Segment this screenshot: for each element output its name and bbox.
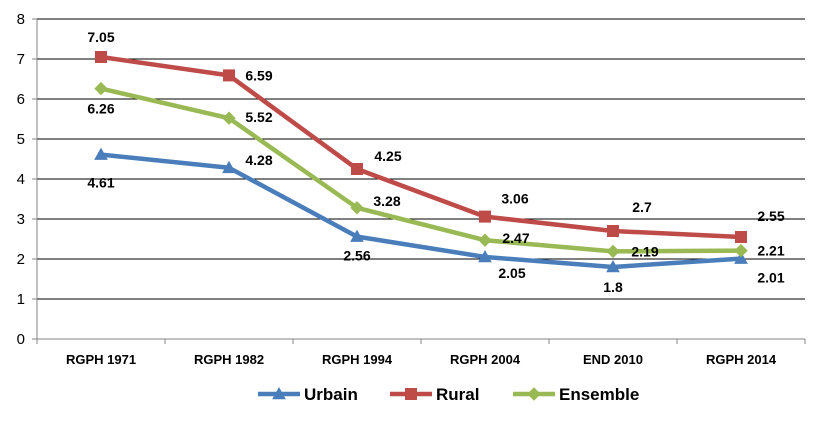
data-label-rural: 3.06 bbox=[501, 191, 528, 207]
data-point-urbain bbox=[478, 249, 492, 263]
data-label-urbain: 1.8 bbox=[603, 279, 623, 295]
y-tick-label: 3 bbox=[17, 211, 25, 228]
data-point-ensemble bbox=[606, 244, 620, 259]
data-label-rural: 7.05 bbox=[87, 29, 114, 45]
x-tick-label: END 2010 bbox=[583, 352, 643, 367]
x-tick-label: RGPH 1994 bbox=[322, 352, 393, 367]
data-label-urbain: 2.01 bbox=[757, 270, 784, 286]
y-tick-label: 7 bbox=[17, 51, 25, 68]
x-tick-label: RGPH 2014 bbox=[706, 352, 777, 367]
x-tick-label: RGPH 1982 bbox=[194, 352, 264, 367]
data-label-ensemble: 2.21 bbox=[757, 243, 784, 259]
y-tick-label: 0 bbox=[17, 331, 25, 348]
x-tick-label: RGPH 2004 bbox=[450, 352, 521, 367]
data-label-ensemble: 2.47 bbox=[502, 230, 529, 246]
data-label-rural: 2.55 bbox=[757, 208, 784, 224]
data-point-urbain bbox=[94, 147, 108, 160]
series-line-ensemble bbox=[98, 86, 744, 254]
data-point-ensemble bbox=[222, 111, 236, 125]
y-tick-label: 1 bbox=[17, 291, 25, 308]
gridlines bbox=[37, 18, 805, 300]
data-point-rural bbox=[479, 210, 491, 223]
data-label-urbain: 2.05 bbox=[498, 265, 525, 281]
data-point-ensemble bbox=[478, 233, 492, 247]
data-point-rural bbox=[95, 51, 107, 63]
x-tick-label: RGPH 1971 bbox=[66, 352, 136, 367]
y-tick-label: 6 bbox=[17, 91, 25, 108]
legend-marker-urbain bbox=[272, 386, 286, 400]
y-tick-label: 4 bbox=[17, 171, 25, 188]
series-markers bbox=[94, 51, 748, 273]
data-point-rural bbox=[351, 163, 363, 175]
y-tick-label: 5 bbox=[17, 131, 25, 148]
data-label-ensemble: 2.19 bbox=[631, 243, 658, 259]
data-labels: 4.61 4.28 2.56 2.05 1.8 2.01 7.05 6.59 4.25 3.06 2… bbox=[87, 29, 784, 295]
legend-label-ensemble: Ensemble bbox=[559, 385, 639, 404]
data-point-rural bbox=[735, 231, 747, 243]
data-point-rural bbox=[223, 69, 235, 82]
data-label-rural: 4.25 bbox=[374, 148, 401, 164]
data-label-ensemble: 6.26 bbox=[87, 101, 114, 117]
y-tick-label: 8 bbox=[17, 11, 25, 28]
data-point-ensemble bbox=[94, 81, 108, 96]
legend-label-urbain: Urbain bbox=[304, 385, 358, 404]
series-lines bbox=[98, 54, 744, 270]
data-point-urbain bbox=[350, 229, 364, 242]
data-point-urbain bbox=[606, 259, 620, 273]
data-label-urbain: 4.61 bbox=[87, 175, 114, 191]
data-label-ensemble: 3.28 bbox=[373, 193, 400, 209]
data-label-urbain: 2.56 bbox=[343, 248, 370, 264]
data-point-rural bbox=[607, 225, 619, 237]
data-label-ensemble: 5.52 bbox=[245, 109, 272, 125]
series-line-rural bbox=[98, 54, 744, 240]
data-point-urbain bbox=[222, 160, 236, 174]
legend-marker-ensemble bbox=[527, 387, 541, 401]
data-label-rural: 6.59 bbox=[245, 67, 272, 83]
data-point-ensemble bbox=[734, 243, 748, 258]
data-point-urbain bbox=[734, 251, 748, 264]
axes: 0 1 2 3 4 5 6 7 8 RGPH 1971 RGPH 1982 RGPH 1994 RGPH… bbox=[17, 11, 806, 367]
legend: Urbain Rural Ensemble bbox=[258, 385, 639, 404]
legend-label-rural: Rural bbox=[436, 385, 479, 404]
data-label-urbain: 4.28 bbox=[245, 152, 272, 168]
series-line-urbain bbox=[98, 152, 744, 270]
data-label-rural: 2.7 bbox=[632, 199, 652, 215]
y-tick-label: 2 bbox=[17, 251, 25, 268]
legend-marker-rural bbox=[405, 388, 417, 400]
data-point-ensemble bbox=[350, 201, 364, 215]
